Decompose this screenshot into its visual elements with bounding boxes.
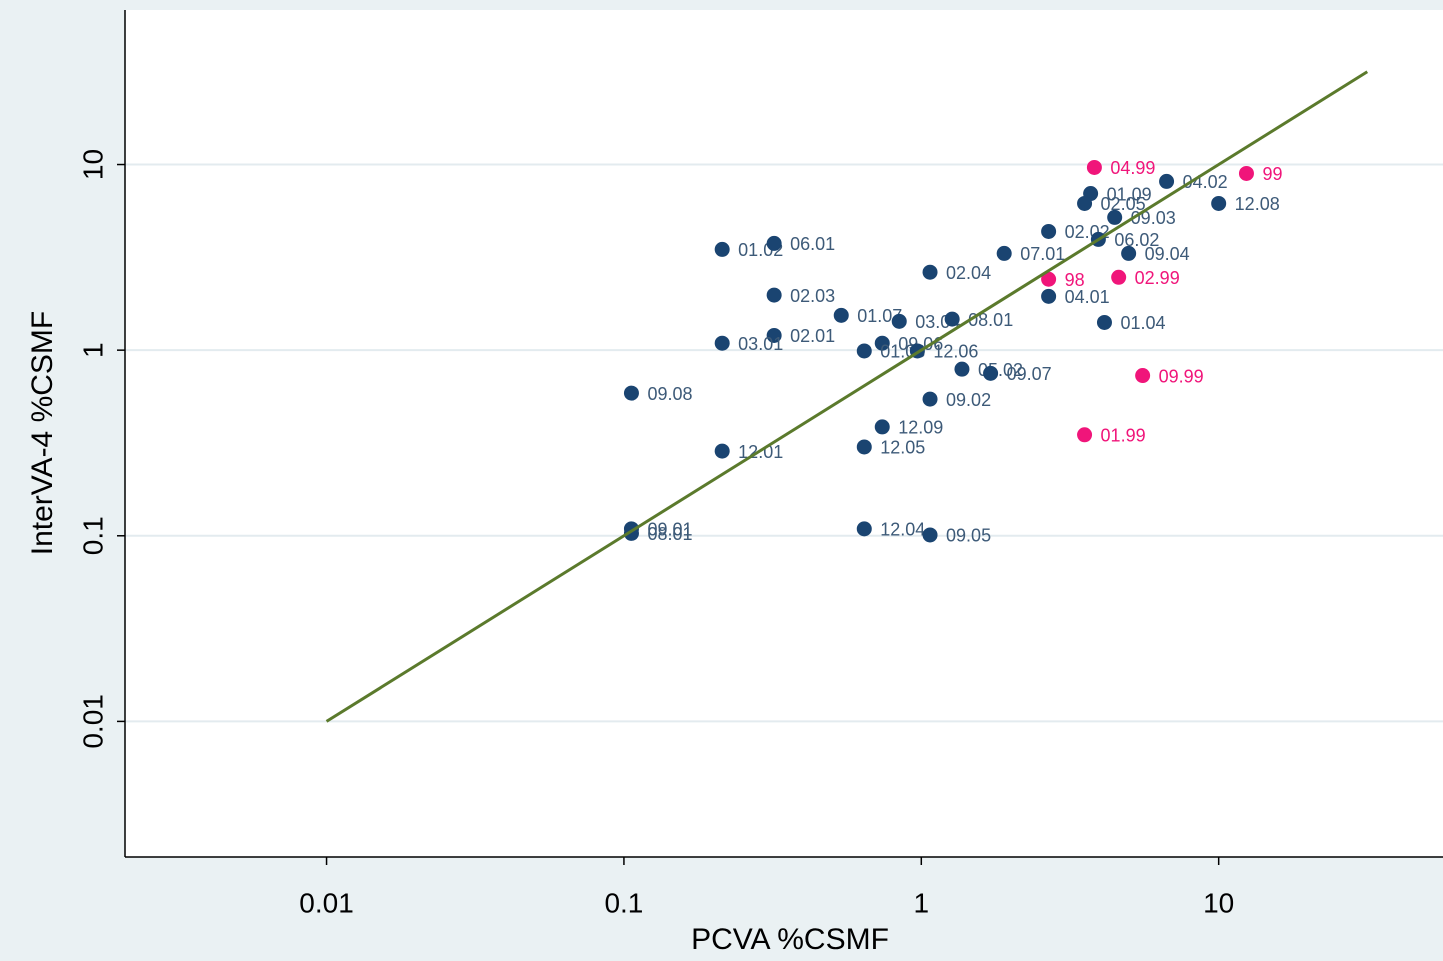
point xyxy=(922,391,938,407)
point xyxy=(1077,427,1093,443)
point-label: 09.04 xyxy=(1145,244,1190,264)
point-label: 01.07 xyxy=(857,306,902,326)
point-label: 08.01 xyxy=(647,524,692,544)
point-label: 12.08 xyxy=(1235,194,1280,214)
point xyxy=(983,365,999,381)
point xyxy=(714,241,730,257)
point xyxy=(944,311,960,327)
y-tick-label: 1 xyxy=(77,342,108,358)
point-label: 99 xyxy=(1262,164,1282,184)
point-label: 03.01 xyxy=(738,334,783,354)
point xyxy=(922,527,938,543)
point-label: 98 xyxy=(1065,270,1085,290)
point-label: 02.04 xyxy=(946,263,991,283)
point-label: 12.04 xyxy=(880,520,925,540)
point xyxy=(1211,195,1227,211)
x-axis-label: PCVA %CSMF xyxy=(691,923,889,956)
point xyxy=(856,343,872,359)
point-label: 01.04 xyxy=(1120,313,1165,333)
point xyxy=(891,313,907,329)
point-label: 04.99 xyxy=(1110,158,1155,178)
point xyxy=(1096,314,1112,330)
point xyxy=(714,335,730,351)
point-label: 04.02 xyxy=(1183,172,1228,192)
point-label: 09.06 xyxy=(898,334,943,354)
point xyxy=(874,335,890,351)
point xyxy=(1077,195,1093,211)
point-label: 02.99 xyxy=(1135,268,1180,288)
y-axis-label: InterVA-4 %CSMF xyxy=(26,311,59,556)
plot-area xyxy=(125,10,1443,857)
point xyxy=(766,287,782,303)
point xyxy=(1121,245,1137,261)
point-label: 08.01 xyxy=(968,310,1013,330)
point-label: 12.09 xyxy=(898,418,943,438)
point xyxy=(1041,288,1057,304)
point xyxy=(714,443,730,459)
point-label: 06.01 xyxy=(790,234,835,254)
point-label: 01.99 xyxy=(1101,426,1146,446)
point-label: 09.05 xyxy=(946,526,991,546)
point-label: 02.03 xyxy=(790,286,835,306)
point xyxy=(1086,159,1102,175)
point-label: 02.01 xyxy=(790,326,835,346)
point xyxy=(833,307,849,323)
point xyxy=(1111,269,1127,285)
point-label: 09.99 xyxy=(1159,366,1204,386)
point-label: 12.05 xyxy=(880,438,925,458)
point xyxy=(1159,173,1175,189)
point xyxy=(1107,209,1123,225)
point xyxy=(856,521,872,537)
point-label: 07.01 xyxy=(1020,244,1065,264)
point-label: 02.05 xyxy=(1101,194,1146,214)
point xyxy=(1041,223,1057,239)
x-tick-label: 0.1 xyxy=(604,887,643,918)
point-label: 09.07 xyxy=(1007,364,1052,384)
point-label: 09.08 xyxy=(647,384,692,404)
fit-line xyxy=(325,70,1369,723)
point xyxy=(996,245,1012,261)
point xyxy=(954,361,970,377)
x-tick-label: 1 xyxy=(914,887,930,918)
y-tick-label: 0.01 xyxy=(77,694,108,749)
point xyxy=(922,264,938,280)
point xyxy=(766,235,782,251)
point xyxy=(766,327,782,343)
point-label: 01.09 xyxy=(1107,184,1152,204)
y-tick-label: 10 xyxy=(77,149,108,180)
point-label: 12.06 xyxy=(933,342,978,362)
point-label: 09.01 xyxy=(647,520,692,540)
point-label: 09.02 xyxy=(946,390,991,410)
point xyxy=(623,385,639,401)
y-tick-label: 0.1 xyxy=(77,516,108,555)
point-label: 06.02 xyxy=(1114,230,1159,250)
x-tick-label: 10 xyxy=(1203,887,1234,918)
point xyxy=(874,419,890,435)
point xyxy=(1041,271,1057,287)
point xyxy=(1135,368,1151,384)
x-tick-label: 0.01 xyxy=(299,887,354,918)
point-label: 04.01 xyxy=(1065,287,1110,307)
point xyxy=(856,439,872,455)
point xyxy=(1238,165,1254,181)
